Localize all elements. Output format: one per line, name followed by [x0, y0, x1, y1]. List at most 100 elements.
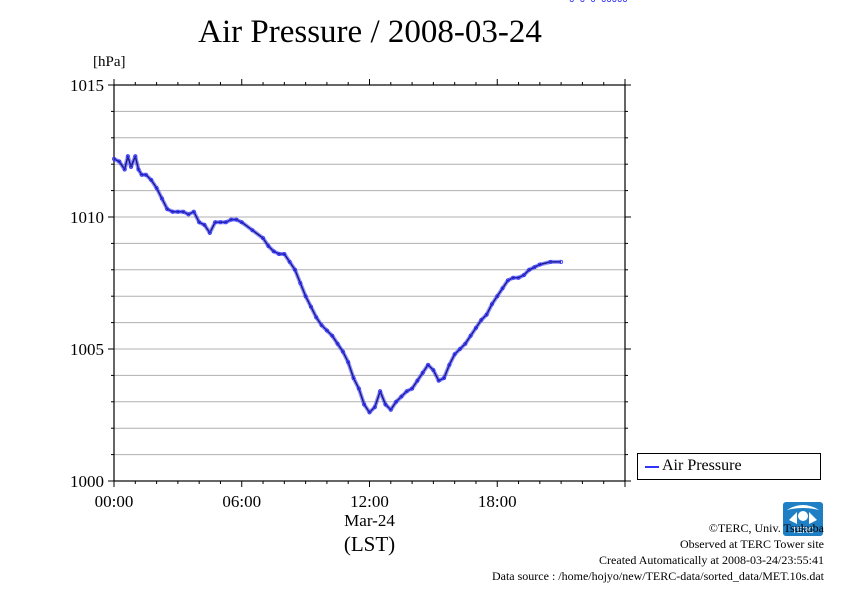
data-point [548, 259, 553, 264]
x-date-label: Mar-24 [344, 511, 395, 530]
data-point [351, 376, 356, 381]
y-axis-unit-label: [hPa] [93, 54, 126, 70]
data-point [426, 362, 431, 367]
credits-block: ©TERC, Univ. Tsukuba Observed at TERC To… [492, 520, 824, 584]
data-point [532, 265, 537, 270]
data-point [117, 159, 122, 164]
data-point [442, 376, 447, 381]
data-point [463, 341, 468, 346]
data-point [356, 386, 361, 391]
data-point [372, 405, 377, 410]
data-point [447, 362, 452, 367]
data-point [154, 185, 159, 190]
x-tick-label: 06:00 [222, 492, 261, 511]
data-point [223, 220, 228, 225]
data-point [452, 352, 457, 357]
data-point [298, 280, 303, 285]
data-point [415, 378, 420, 383]
data-point [122, 167, 127, 172]
y-tick-label: 1005 [70, 340, 104, 359]
data-point [527, 267, 532, 272]
data-point [378, 389, 383, 394]
data-point [537, 262, 542, 267]
data-point [303, 294, 308, 299]
data-point [207, 230, 212, 235]
data-point [591, 0, 596, 2]
data-point [319, 323, 324, 328]
data-point [612, 0, 617, 2]
x-tick-label: 00:00 [95, 492, 134, 511]
data-point [234, 217, 239, 222]
data-point [457, 346, 462, 351]
data-point [500, 286, 505, 291]
data-point [197, 220, 202, 225]
data-point [521, 273, 526, 278]
data-point [282, 251, 287, 256]
data-point [335, 341, 340, 346]
copyright-text: ©TERC, Univ. Tsukuba [708, 521, 824, 535]
legend-swatch [645, 466, 659, 468]
data-point [175, 209, 180, 214]
data-point [516, 275, 521, 280]
legend-label: Air Pressure [662, 457, 742, 474]
data-point [139, 172, 144, 177]
data-point [133, 154, 138, 159]
y-tick-label: 1000 [70, 472, 104, 491]
data-point [239, 220, 244, 225]
x-tick-label: 18:00 [478, 492, 517, 511]
series-line-halo [113, 154, 562, 415]
data-point [170, 209, 175, 214]
data-point [420, 370, 425, 375]
chart-title: Air Pressure / 2008-03-24 [198, 14, 542, 50]
x-tick-label: 12:00 [350, 492, 389, 511]
data-point [623, 0, 627, 2]
data-point [165, 207, 170, 212]
data-point [308, 304, 313, 309]
data-point [431, 368, 436, 373]
x-unit-label: (LST) [344, 532, 395, 556]
data-point [266, 244, 271, 249]
data-point [271, 249, 276, 254]
data-point [250, 228, 255, 233]
data-point [399, 394, 404, 399]
data-point [261, 236, 266, 241]
data-point [159, 196, 164, 201]
data-point [505, 278, 510, 283]
terc-logo-icon: TERC [783, 502, 823, 536]
data-point [186, 212, 191, 217]
data-point [324, 328, 329, 333]
logo-text: TERC [792, 526, 814, 535]
data-point [143, 172, 148, 177]
data-point [489, 302, 494, 307]
data-point [340, 349, 345, 354]
data-point [213, 220, 218, 225]
data-point [191, 209, 196, 214]
plot-frame [113, 84, 626, 482]
site-text: Observed at TERC Tower site [679, 537, 824, 551]
data-point [330, 333, 335, 338]
data-point [580, 0, 585, 2]
data-point [569, 0, 574, 2]
data-point [292, 267, 297, 272]
data-point [149, 178, 154, 183]
y-tick-label: 1015 [70, 76, 104, 95]
data-point [314, 315, 319, 320]
data-point [129, 164, 134, 169]
data-point [617, 0, 622, 2]
data-point [125, 154, 130, 159]
source-text: Data source : /home/hojyo/new/TERC-data/… [491, 569, 824, 583]
data-point [367, 410, 372, 415]
data-point [383, 402, 388, 407]
data-point [136, 167, 141, 172]
data-point [112, 156, 117, 161]
data-point [362, 402, 367, 407]
data-point [468, 333, 473, 338]
data-point [181, 209, 186, 214]
data-point [346, 360, 351, 365]
data-point [473, 325, 478, 330]
data-point [601, 0, 606, 2]
data-point [404, 389, 409, 394]
data-point [218, 220, 223, 225]
data-point [287, 259, 292, 264]
